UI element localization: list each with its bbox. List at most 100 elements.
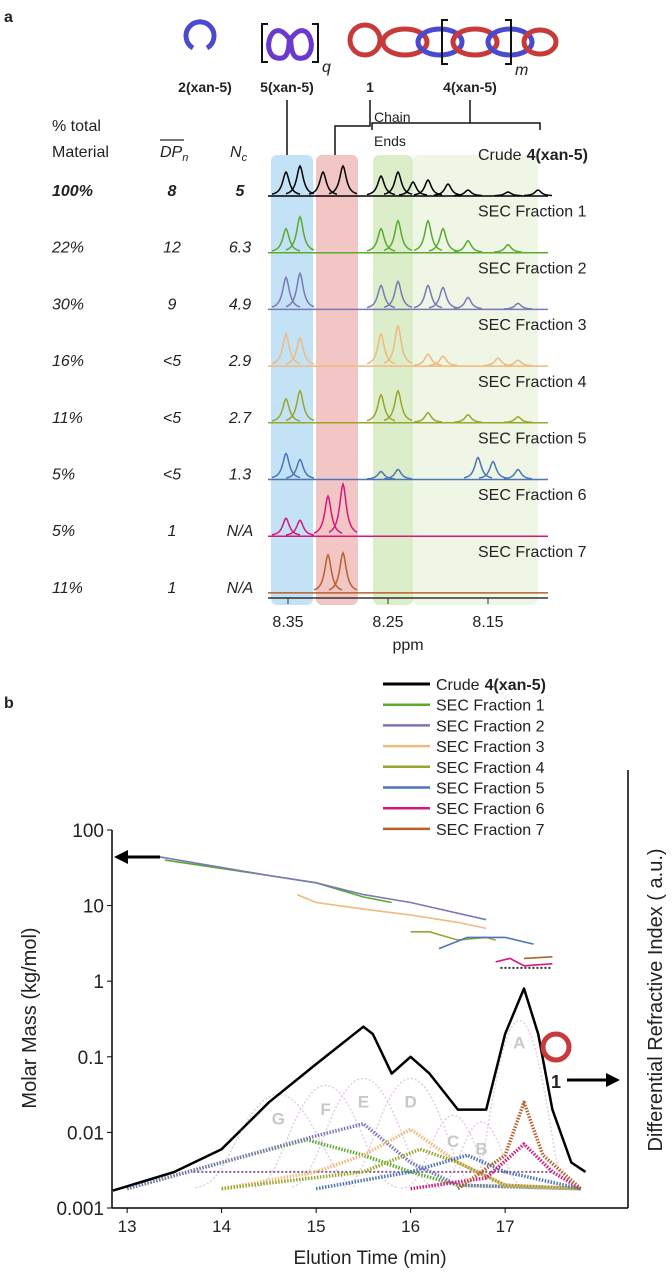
y-tick-label: 0.001 xyxy=(56,1199,104,1220)
peak xyxy=(271,227,301,252)
header-main: DP xyxy=(160,144,183,161)
trace-label: SEC Fraction 6 xyxy=(478,487,587,504)
table-cell: <5 xyxy=(163,353,181,370)
peak xyxy=(271,452,301,479)
table-cell: 8 xyxy=(168,183,177,200)
peak xyxy=(413,411,443,423)
peak xyxy=(271,332,301,365)
legend-label-bold: 4(xan-5) xyxy=(485,677,546,694)
table-cell: <5 xyxy=(163,467,181,484)
header-sub: c xyxy=(242,152,248,164)
x-axis-label: Elution Time (min) xyxy=(293,1248,446,1269)
legend-label: SEC Fraction 4 xyxy=(436,760,545,777)
trace-label: SEC Fraction 4 xyxy=(478,374,587,391)
peak xyxy=(271,397,301,422)
compound-label: 1 xyxy=(551,1072,561,1092)
table-cell: 9 xyxy=(168,296,177,313)
peak xyxy=(428,227,458,252)
ri-trace xyxy=(112,987,587,1192)
region-label: Ends xyxy=(374,133,406,149)
peak xyxy=(504,359,532,367)
y-tick-label: 1 xyxy=(93,972,104,993)
peak xyxy=(285,389,315,422)
peak xyxy=(271,170,301,195)
table-cell: 100% xyxy=(52,183,93,200)
trace-label-bold: 4(xan-5) xyxy=(527,147,588,164)
structure-icons xyxy=(183,19,559,65)
molar-mass-line xyxy=(155,855,487,921)
legend-label-part: SEC Fraction 3 xyxy=(436,739,545,756)
peak xyxy=(453,239,483,253)
peak xyxy=(285,336,315,365)
molar-mass-line xyxy=(410,931,496,941)
peak xyxy=(313,553,343,591)
legend-label-part: SEC Fraction 5 xyxy=(436,781,545,798)
x-tick-label: 8.15 xyxy=(472,614,503,631)
y2-axis-label: Differential Refractive Index ( a.u.) xyxy=(645,848,667,1151)
molar-mass-line xyxy=(296,893,487,930)
peak xyxy=(413,284,443,309)
deconvolution-peak xyxy=(292,1077,435,1188)
peak-label: B xyxy=(475,1139,487,1158)
table-header: Material xyxy=(52,144,109,161)
region xyxy=(271,155,313,605)
legend-label-part: SEC Fraction 4 xyxy=(436,760,545,777)
x-tick-label: 15 xyxy=(307,1217,326,1236)
table-cell: 30% xyxy=(52,296,84,313)
ri-trace xyxy=(456,1100,582,1191)
deconvolution-peak xyxy=(434,1121,529,1190)
trace-label-part: SEC Fraction 1 xyxy=(478,204,587,221)
legend-label: SEC Fraction 2 xyxy=(436,718,545,735)
region-label: Chain xyxy=(374,109,411,125)
peak xyxy=(413,353,443,366)
ri-trace xyxy=(221,1127,581,1191)
trace-label-part: Crude xyxy=(478,147,522,164)
ri-trace xyxy=(410,1142,582,1191)
table-cell: 12 xyxy=(163,240,181,257)
connectors xyxy=(286,100,541,155)
panel-b: 0.001 0.01 0.1 1 10 100 13 14 15 16 17 Elution Time… xyxy=(19,677,667,1269)
trace-label: Crude 4(xan-5) xyxy=(478,147,588,164)
legend-label: SEC Fraction 1 xyxy=(436,698,545,715)
table-cell: 5% xyxy=(52,467,75,484)
peak xyxy=(285,519,315,536)
legend-label-part: SEC Fraction 7 xyxy=(436,822,545,839)
ri-trace xyxy=(126,1137,581,1191)
peak xyxy=(285,164,315,195)
trace-label-part: SEC Fraction 6 xyxy=(478,487,587,504)
y-tick-label: 0.1 xyxy=(78,1048,104,1069)
peak xyxy=(494,191,522,197)
table-cell: 6.3 xyxy=(229,240,251,257)
peak-label: D xyxy=(404,1093,416,1112)
y-tick-label: 100 xyxy=(72,821,104,842)
peak xyxy=(271,517,301,536)
repeat-label: q xyxy=(322,59,331,76)
legend-label-part: SEC Fraction 2 xyxy=(436,718,545,735)
peak xyxy=(366,174,396,196)
table-header: DPn xyxy=(160,144,188,164)
peak xyxy=(383,468,413,480)
legend-label: SEC Fraction 5 xyxy=(436,781,545,798)
legend-label: SEC Fraction 6 xyxy=(436,801,545,818)
header-main: N xyxy=(230,144,242,161)
legend-label: Crude 4(xan-5) xyxy=(436,677,546,694)
table-cell: 1 xyxy=(168,580,177,597)
structure-label: 5(xan-5) xyxy=(260,79,314,95)
structure-label: 2(xan-5) xyxy=(178,79,232,95)
peak xyxy=(285,271,315,308)
table-cell: 4.9 xyxy=(229,296,251,313)
x-tick-label: 13 xyxy=(118,1217,137,1236)
peak xyxy=(328,164,358,195)
peak xyxy=(328,550,358,591)
peak-label: G xyxy=(272,1109,285,1128)
table-cell: 1.3 xyxy=(229,467,251,484)
table-cell: 11% xyxy=(52,580,83,597)
peak-label: F xyxy=(320,1100,330,1119)
molar-mass-line xyxy=(438,936,534,950)
trace-label-part: SEC Fraction 5 xyxy=(478,431,587,448)
peak xyxy=(478,460,508,479)
peak-label: C xyxy=(447,1132,459,1151)
peak xyxy=(433,183,463,196)
legend-label-part: SEC Fraction 1 xyxy=(436,698,545,715)
